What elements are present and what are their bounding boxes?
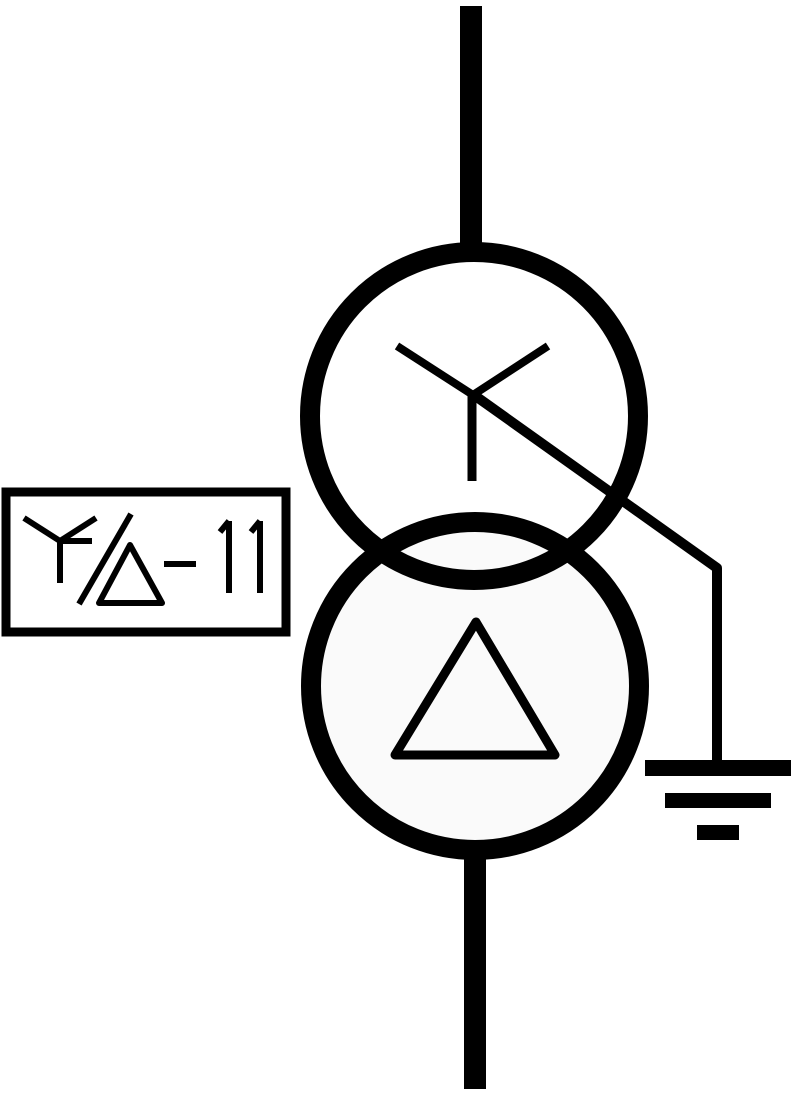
label-delta-glyph <box>96 542 165 606</box>
vector-group-label: Y / Δ -11 <box>1 487 291 637</box>
label-digit-one-a <box>217 519 232 593</box>
neutral-conductor <box>471 390 722 762</box>
label-digit-one-b <box>248 519 263 593</box>
label-wye-glyph <box>22 515 98 583</box>
vector-group-label-box <box>1 487 291 637</box>
ground-icon <box>645 760 791 840</box>
primary-winding-circle <box>300 242 648 590</box>
label-separator-glyph <box>76 512 134 606</box>
secondary-winding-circle <box>301 512 649 860</box>
delta-winding-icon <box>390 617 560 760</box>
wye-winding-icon <box>394 342 551 481</box>
